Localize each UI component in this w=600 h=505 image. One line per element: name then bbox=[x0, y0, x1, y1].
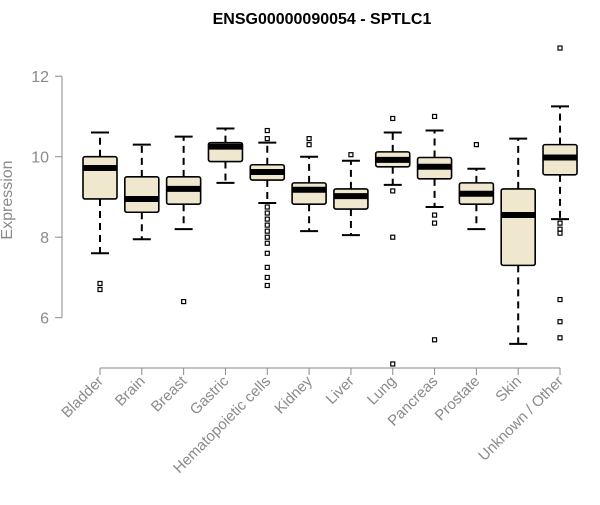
outlier-point bbox=[557, 230, 563, 236]
box-group bbox=[500, 137, 537, 345]
outlier-point bbox=[264, 234, 270, 240]
outlier-point bbox=[390, 361, 396, 367]
outlier-point bbox=[390, 188, 396, 194]
y-tick-label: 6 bbox=[40, 311, 49, 328]
box-group bbox=[374, 115, 411, 367]
box-group bbox=[82, 131, 118, 293]
outlier-point bbox=[97, 286, 103, 293]
iqr-box bbox=[500, 188, 537, 267]
outlier-point bbox=[348, 152, 354, 158]
x-tick-label: Prostate bbox=[432, 373, 484, 425]
x-tick-label: Kidney bbox=[271, 372, 316, 417]
outlier-point bbox=[264, 240, 270, 246]
outlier-point bbox=[264, 210, 270, 216]
iqr-box bbox=[124, 176, 160, 214]
box-group bbox=[458, 142, 495, 231]
outlier-point bbox=[557, 45, 563, 51]
outlier-point bbox=[431, 220, 438, 226]
x-tick-label: Brain bbox=[112, 373, 149, 410]
box-group bbox=[165, 135, 202, 305]
outlier-point bbox=[306, 142, 312, 148]
x-tick-label: Skin bbox=[492, 373, 525, 406]
outlier-point bbox=[264, 222, 270, 228]
outlier-point bbox=[557, 319, 563, 325]
x-tick-label: Liver bbox=[323, 373, 358, 408]
box-group bbox=[542, 45, 578, 341]
outlier-point bbox=[557, 335, 563, 341]
iqr-box bbox=[291, 182, 327, 205]
x-tick-label: Breast bbox=[148, 372, 191, 415]
outlier-point bbox=[264, 127, 270, 134]
y-axis: 6 8 10 12 bbox=[31, 69, 63, 328]
box-group bbox=[124, 143, 160, 241]
x-tick-label: Lung bbox=[364, 373, 400, 409]
outlier-point bbox=[264, 274, 270, 281]
outlier-point bbox=[306, 135, 312, 142]
outlier-point bbox=[431, 113, 438, 120]
outlier-point bbox=[97, 280, 103, 287]
outlier-point bbox=[557, 220, 563, 226]
y-axis-label: Expression bbox=[0, 160, 16, 239]
box-group bbox=[249, 127, 286, 289]
outlier-point bbox=[181, 298, 187, 305]
outlier-point bbox=[264, 264, 270, 270]
box-group bbox=[207, 127, 244, 184]
y-tick-label: 10 bbox=[31, 150, 49, 167]
outlier-point bbox=[431, 212, 438, 218]
outlier-point bbox=[264, 282, 270, 289]
outlier-point bbox=[264, 250, 270, 256]
outlier-point bbox=[431, 337, 438, 343]
box-group bbox=[416, 113, 453, 343]
y-tick-label: 8 bbox=[40, 230, 49, 247]
outlier-point bbox=[264, 228, 270, 234]
outlier-point bbox=[264, 216, 270, 222]
box-group bbox=[333, 152, 369, 237]
x-tick-label: Bladder bbox=[58, 373, 107, 422]
outlier-point bbox=[264, 135, 270, 142]
box-group bbox=[291, 135, 327, 233]
outlier-point bbox=[264, 204, 270, 210]
iqr-box bbox=[82, 155, 118, 200]
outlier-point bbox=[557, 296, 563, 303]
outlier-point bbox=[390, 234, 396, 240]
chart-title: ENSG00000090054 - SPTLC1 bbox=[213, 11, 432, 28]
y-tick-label: 12 bbox=[31, 69, 49, 86]
outlier-point bbox=[473, 142, 479, 148]
outlier-point bbox=[390, 115, 396, 122]
box-series bbox=[82, 45, 578, 367]
outlier-point bbox=[557, 226, 563, 232]
